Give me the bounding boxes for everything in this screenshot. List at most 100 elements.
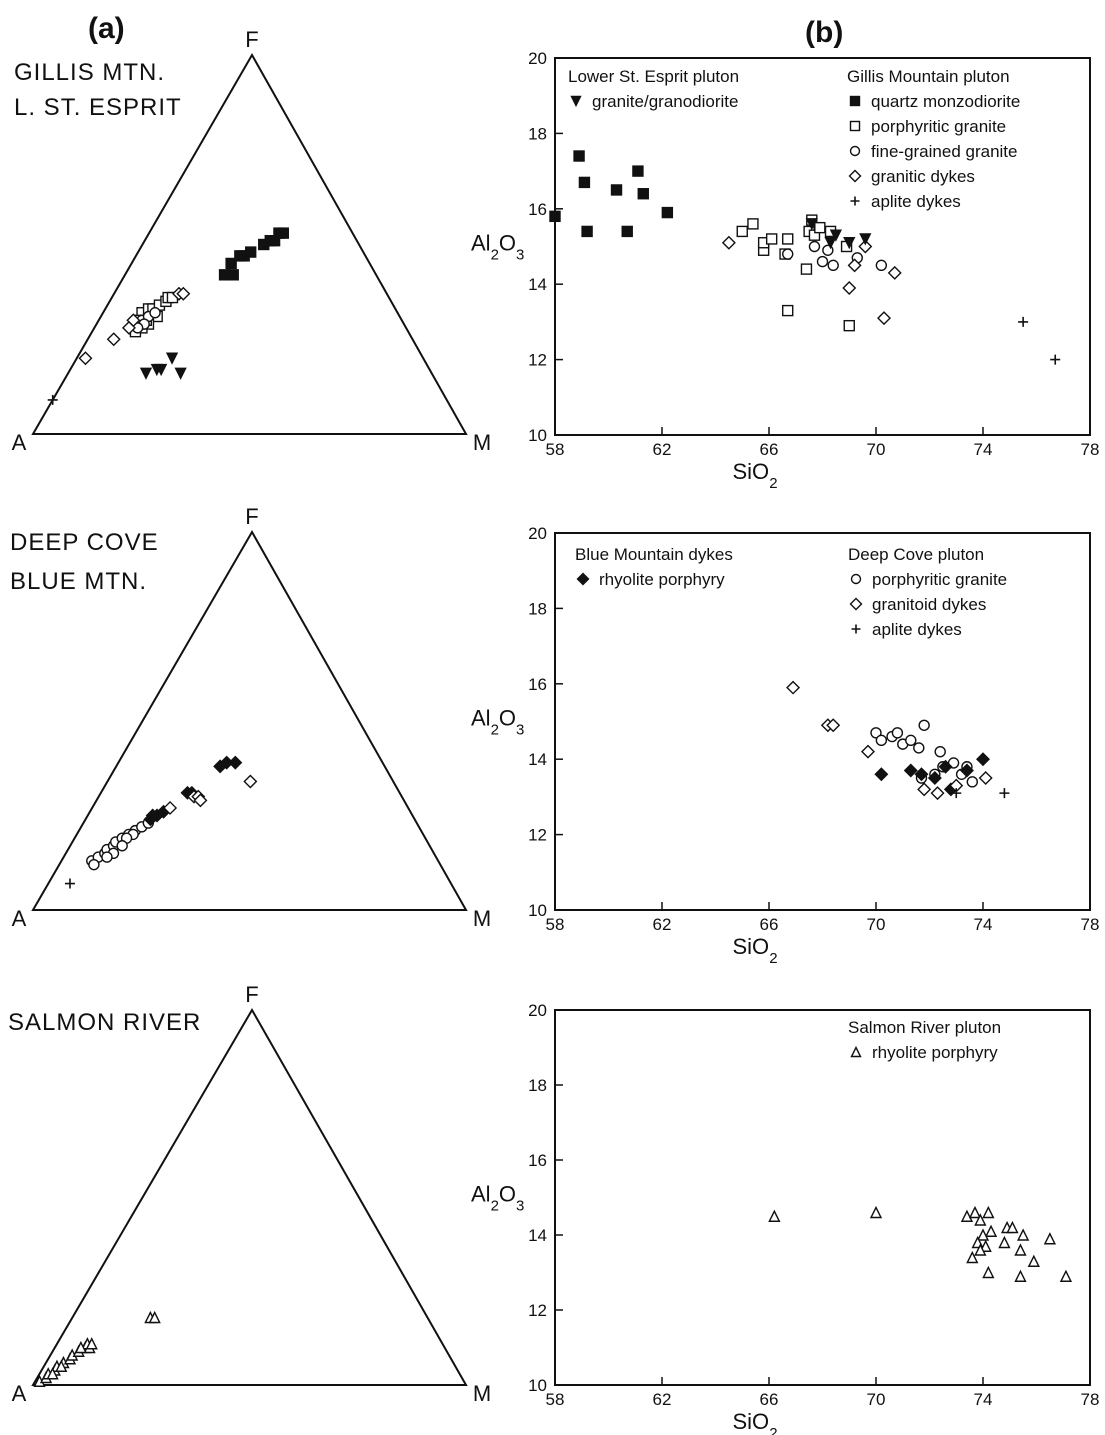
pluton-name-line: DEEP COVE: [10, 529, 159, 556]
data-point: [163, 800, 178, 815]
data-point: [966, 776, 978, 788]
data-point: [1016, 1228, 1030, 1241]
data-point: [843, 237, 856, 250]
data-point: [225, 257, 237, 270]
x-tick-label: 74: [974, 915, 993, 934]
series-open-diamond: [721, 235, 902, 326]
data-point: [148, 1310, 161, 1324]
data-point: [905, 734, 917, 747]
data-point: [808, 240, 821, 253]
legend-label: aplite dykes: [871, 192, 961, 211]
data-point: [979, 1239, 992, 1252]
data-point: [870, 727, 882, 739]
series-open-diamond: [786, 680, 993, 801]
data-point: [581, 225, 593, 238]
y-tick-label: 14: [528, 275, 547, 294]
y-tick-label: 16: [528, 675, 547, 694]
data-point: [934, 745, 946, 758]
data-point: [1050, 354, 1061, 365]
x-tick-label: 70: [867, 915, 886, 934]
data-point: [782, 304, 794, 317]
legend-marker: [576, 572, 590, 586]
chart-5: F A M SALMON RIVER: [8, 982, 491, 1406]
x-tick-label: 74: [974, 1390, 993, 1409]
data-point: [966, 1250, 979, 1264]
y-tick-label: 16: [528, 200, 547, 219]
data-point: [193, 793, 208, 808]
series-open-diamond: [78, 286, 191, 366]
data-point: [116, 840, 128, 852]
data-point: [874, 767, 889, 782]
x-tick-label: 78: [1081, 1390, 1100, 1409]
legend-heading: Blue Mountain dykes: [575, 545, 733, 564]
legend-label: quartz monzodiorite: [871, 92, 1020, 111]
data-point: [824, 237, 837, 250]
data-point: [578, 176, 591, 189]
data-point: [891, 727, 904, 739]
data-point: [1014, 1269, 1027, 1282]
data-point: [1014, 1243, 1027, 1256]
legend-marker: [850, 1045, 862, 1058]
chart-4: 58 62 66 70 74 78 10 12 14 16 18 20 SiO2 Al2O3 Blue Mo…: [471, 524, 1099, 967]
data-point: [176, 286, 191, 301]
x-tick-label: 66: [760, 440, 779, 459]
data-point: [968, 1205, 982, 1219]
data-point: [951, 788, 962, 799]
chart-2: 58 62 66 70 74 78 10 12 14 16 18 20 SiO2 Al2O3 Lower S…: [471, 49, 1099, 492]
data-point: [549, 210, 561, 223]
data-point: [155, 363, 168, 377]
data-point: [174, 367, 187, 380]
data-point: [974, 1213, 987, 1226]
panel-a-label: (a): [88, 12, 125, 45]
data-point: [88, 858, 100, 871]
y-axis-label: Al2O3: [471, 1182, 524, 1215]
data-point: [85, 1337, 98, 1350]
data-point: [721, 235, 736, 250]
y-tick-label: 20: [528, 524, 547, 543]
data-point: [632, 165, 644, 177]
data-point: [858, 239, 873, 254]
series-open-triangle-up: [33, 1310, 161, 1387]
y-tick-label: 10: [528, 901, 547, 920]
data-point: [768, 1209, 781, 1222]
apex-label-a: A: [12, 906, 27, 931]
data-point: [877, 311, 892, 326]
y-tick-label: 10: [528, 426, 547, 445]
pluton-name-line: BLUE MTN.: [10, 568, 147, 595]
data-point: [959, 763, 974, 778]
y-tick-label: 20: [528, 49, 547, 68]
data-point: [228, 755, 243, 770]
legend-label: porphyritic granite: [871, 117, 1006, 136]
series-filled-triangle-down: [139, 352, 187, 380]
ternary-triangle: [31, 52, 468, 435]
x-axis-label: SiO2: [733, 459, 778, 492]
x-tick-label: 70: [867, 1390, 886, 1409]
apex-label-f: F: [245, 504, 258, 529]
series-plus: [951, 788, 1010, 799]
x-tick-label: 66: [760, 915, 779, 934]
data-point: [1006, 1220, 1019, 1234]
charts-layer: F A M GILLIS MTN. L. ST. ESPRIT 58 62 66 70 74 78 1…: [8, 27, 1099, 1435]
data-point: [661, 206, 674, 219]
data-point: [827, 259, 839, 272]
data-point: [984, 1224, 998, 1237]
x-axis-label: SiO2: [733, 934, 778, 967]
data-point: [982, 1205, 995, 1219]
x-tick-label: 78: [1081, 440, 1100, 459]
y-tick-label: 18: [528, 124, 547, 143]
y-tick-label: 10: [528, 1376, 547, 1395]
plot-frame: [554, 1009, 1091, 1386]
data-point: [859, 233, 872, 246]
x-tick-label: 62: [653, 915, 672, 934]
data-point: [747, 218, 759, 230]
legend-label: aplite dykes: [872, 620, 962, 639]
data-point: [930, 786, 945, 801]
pluton-name-line: L. ST. ESPRIT: [14, 94, 182, 121]
data-point: [814, 221, 826, 234]
data-point: [786, 680, 801, 695]
legend-heading: Gillis Mountain pluton: [847, 67, 1010, 86]
data-point: [978, 771, 993, 786]
data-point: [149, 307, 161, 319]
legend-label: granite/granodiorite: [592, 92, 738, 111]
